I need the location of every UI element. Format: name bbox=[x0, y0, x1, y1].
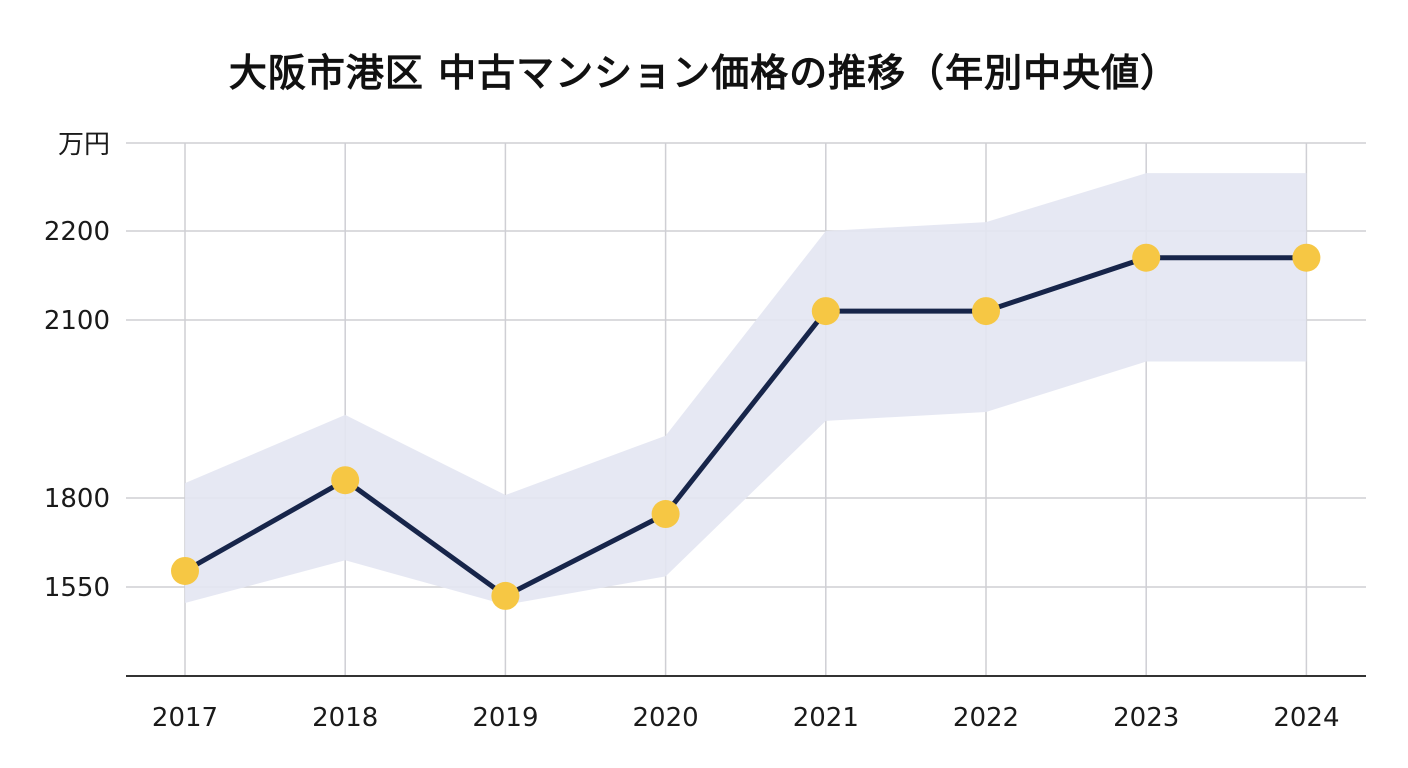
data-point-2023 bbox=[1132, 243, 1161, 272]
y-unit-label: 万円 bbox=[58, 130, 110, 160]
y-tick-label-1800: 1800 bbox=[44, 484, 110, 514]
data-point-2021 bbox=[811, 297, 840, 326]
x-tick-label-2023: 2023 bbox=[1113, 703, 1179, 733]
x-tick-label-2017: 2017 bbox=[152, 703, 218, 733]
x-tick-label-2019: 2019 bbox=[472, 703, 538, 733]
marker-layer bbox=[171, 243, 1321, 610]
data-point-2022 bbox=[972, 297, 1000, 326]
line-layer bbox=[182, 255, 1309, 599]
data-point-2024 bbox=[1292, 243, 1321, 272]
x-tick-label-2018: 2018 bbox=[312, 703, 378, 733]
x-tick-label-2024: 2024 bbox=[1273, 703, 1339, 733]
x-tick-label-2020: 2020 bbox=[633, 703, 699, 733]
median-price-line bbox=[182, 255, 1309, 599]
data-point-2017 bbox=[171, 556, 199, 585]
price-range-band bbox=[185, 173, 1307, 605]
data-point-2020 bbox=[651, 500, 680, 529]
data-point-2019 bbox=[491, 581, 520, 610]
x-tick-label-2021: 2021 bbox=[793, 703, 859, 733]
data-point-2018 bbox=[331, 466, 360, 495]
y-tick-label-2100: 2100 bbox=[44, 306, 110, 336]
band-layer bbox=[185, 173, 1307, 605]
x-tick-label-2022: 2022 bbox=[953, 703, 1019, 733]
chart-title: 大阪市港区 中古マンション価格の推移（年別中央値） bbox=[228, 51, 1180, 95]
y-tick-label-1550: 1550 bbox=[44, 573, 110, 603]
y-tick-label-2200: 2200 bbox=[44, 217, 110, 247]
label-layer: 1550 1800 2100 2200 万円 2017 2018 2019 2020 2021 20… bbox=[44, 130, 1340, 733]
